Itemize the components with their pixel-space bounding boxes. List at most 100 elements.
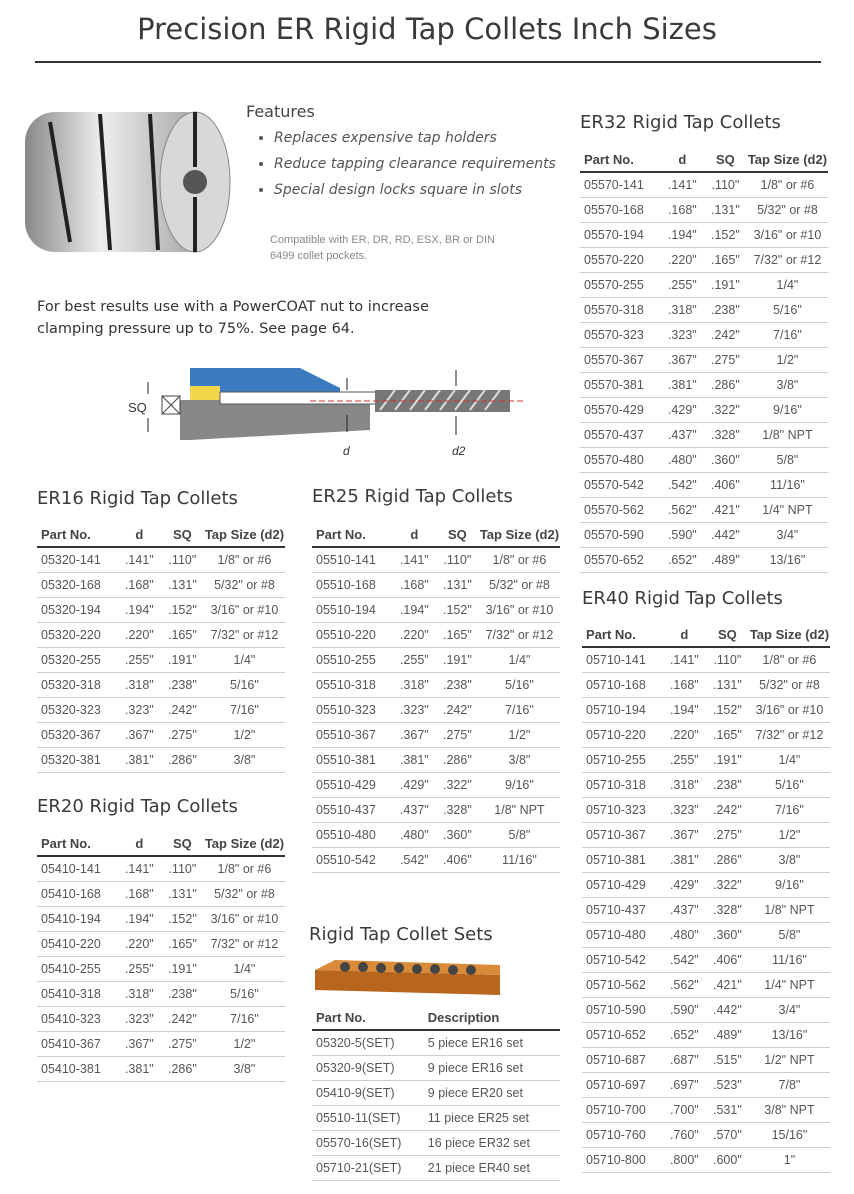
table-row: 05510-437.437" .328" 1/8" NPT (312, 797, 560, 823)
d-value: .542" (392, 847, 436, 873)
col-header: Part No. (580, 147, 661, 173)
d-value: .255" (392, 647, 436, 673)
col-header: Part No. (37, 522, 118, 548)
part-no: 05510-168 (312, 572, 393, 598)
part-no: 05570-652 (580, 547, 661, 573)
tap-size: 5/16" (478, 672, 560, 698)
part-no: 05710-542 (582, 947, 663, 973)
features-list: Features Replaces expensive tap holders … (246, 102, 556, 203)
tap-size: 3/16" or #10 (748, 697, 830, 723)
table-row: 05410-220.220" .165" 7/32" or #12 (37, 931, 285, 957)
tap-size: 3/8" (478, 747, 560, 773)
col-header: Part No. (312, 1005, 428, 1031)
d-value: .437" (660, 422, 704, 448)
tap-size: 7/32" or #12 (478, 622, 560, 648)
features-heading: Features (246, 102, 315, 121)
table-row: 05710-429.429" .322" 9/16" (582, 872, 830, 898)
col-header: d (392, 522, 436, 548)
part-no: 05710-480 (582, 922, 663, 948)
d-value: .542" (660, 472, 704, 498)
part-no: 05510-141 (312, 547, 393, 573)
d-value: .323" (392, 697, 436, 723)
tap-size: 11/16" (478, 847, 560, 873)
tap-size: 1/8" or #6 (203, 856, 285, 882)
d-value: .255" (660, 272, 704, 298)
tap-size: 5/32" or #8 (746, 197, 828, 223)
table-row: 05320-194.194" .152" 3/16" or #10 (37, 597, 285, 623)
sq-value: .275" (160, 722, 204, 748)
d-value: .168" (117, 881, 161, 907)
collet-diagram: SQ d d2 (110, 360, 530, 460)
tap-size: 3/8" NPT (748, 1097, 830, 1123)
part-no: 05510-194 (312, 597, 393, 623)
part-no: 05320-141 (37, 547, 118, 573)
d-value: .194" (662, 697, 706, 723)
part-no: 05570-220 (580, 247, 661, 273)
d-value: .318" (662, 772, 706, 798)
table-row: 05320-323.323" .242" 7/16" (37, 697, 285, 723)
table-row: 05410-9(SET) 9 piece ER20 set (312, 1080, 560, 1106)
part-no: 05710-700 (582, 1097, 663, 1123)
part-no: 05570-141 (580, 172, 661, 198)
col-header: Tap Size (d2) (203, 522, 285, 548)
sq-value: .152" (703, 222, 747, 248)
sq-value: .322" (435, 772, 479, 798)
sq-value: .489" (703, 547, 747, 573)
d-value: .141" (392, 547, 436, 573)
sq-value: .286" (703, 372, 747, 398)
sq-value: .360" (435, 822, 479, 848)
table-row: 05570-194.194" .152" 3/16" or #10 (580, 222, 828, 248)
col-header: Part No. (312, 522, 393, 548)
part-no: 05320-5(SET) (312, 1030, 428, 1056)
part-no: 05510-429 (312, 772, 393, 798)
part-no: 05510-480 (312, 822, 393, 848)
sq-value: .191" (705, 747, 749, 773)
tap-size: 3/8" (203, 1056, 285, 1082)
table-row: 05410-141.141" .110" 1/8" or #6 (37, 856, 285, 882)
part-no: 05570-542 (580, 472, 661, 498)
tap-size: 5/32" or #8 (748, 672, 830, 698)
sq-value: .152" (160, 906, 204, 932)
sq-value: .110" (705, 647, 749, 673)
table-row: 05510-480.480" .360" 5/8" (312, 822, 560, 848)
sq-value: .406" (705, 947, 749, 973)
sq-value: .165" (160, 931, 204, 957)
tap-size: 7/16" (748, 797, 830, 823)
sq-value: .110" (435, 547, 479, 573)
sq-value: .515" (705, 1047, 749, 1073)
feature-item: Special design locks square in slots (274, 177, 556, 203)
d-value: .480" (392, 822, 436, 848)
description: 21 piece ER40 set (427, 1155, 560, 1181)
table-row: 05570-141.141" .110" 1/8" or #6 (580, 172, 828, 198)
tap-size: 1/2" (203, 1031, 285, 1057)
part-no: 05570-480 (580, 447, 661, 473)
d-value: .367" (117, 722, 161, 748)
tap-size: 5/16" (746, 297, 828, 323)
parts-table: Part No. d SQ Tap Size (d2) 05410-141.141" .1… (37, 831, 285, 1082)
part-no: 05570-323 (580, 322, 661, 348)
table-row: 05320-5(SET) 5 piece ER16 set (312, 1030, 560, 1056)
sq-label: SQ (128, 400, 147, 415)
table-row: 05320-220.220" .165" 7/32" or #12 (37, 622, 285, 648)
tap-size: 3/4" (746, 522, 828, 548)
tap-size: 3/4" (748, 997, 830, 1023)
d-value: .318" (117, 981, 161, 1007)
er40-table: Part No. d SQ Tap Size (d2) 05710-141.141" .1… (582, 622, 830, 1173)
table-row: 05570-367.367" .275" 1/2" (580, 347, 828, 373)
sq-value: .570" (705, 1122, 749, 1148)
er32-table: Part No. d SQ Tap Size (d2) 05570-141.141" .1… (580, 147, 828, 573)
sq-value: .238" (435, 672, 479, 698)
tap-size: 1/4" NPT (746, 497, 828, 523)
sq-value: .360" (703, 447, 747, 473)
compatibility-note: Compatible with ER, DR, RD, ESX, BR or D… (270, 234, 495, 262)
part-no: 05510-255 (312, 647, 393, 673)
tap-size: 1/4" NPT (748, 972, 830, 998)
d-value: .381" (392, 747, 436, 773)
table-row: 05570-168.168" .131" 5/32" or #8 (580, 197, 828, 223)
part-no: 05410-255 (37, 956, 118, 982)
tap-size: 5/16" (203, 672, 285, 698)
part-no: 05320-323 (37, 697, 118, 723)
part-no: 05510-542 (312, 847, 393, 873)
tap-size: 7/16" (203, 697, 285, 723)
sq-value: .523" (705, 1072, 749, 1098)
